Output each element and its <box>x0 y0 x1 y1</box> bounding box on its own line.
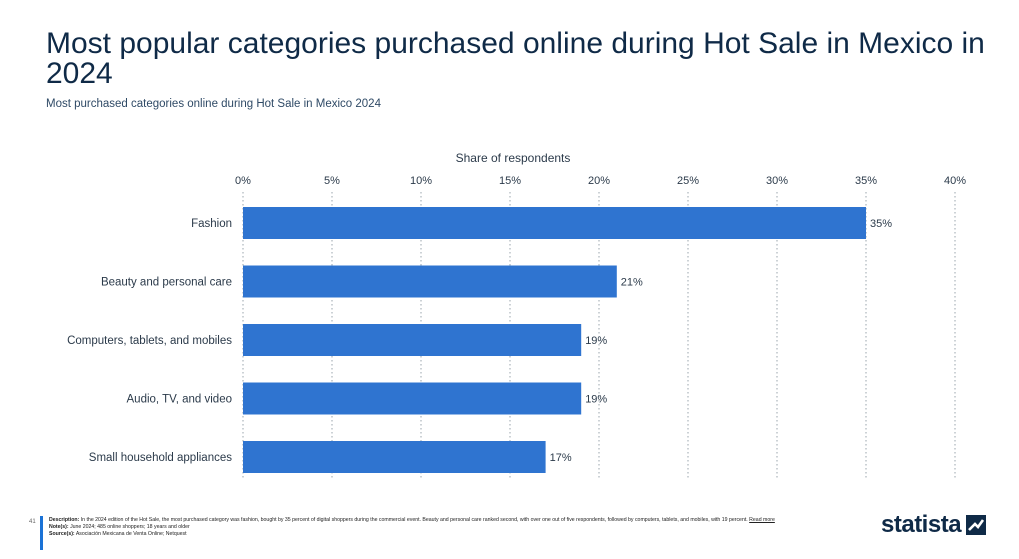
category-label: Computers, tablets, and mobiles <box>67 335 232 347</box>
notes-text: June 2024; 485 online shoppers; 18 years… <box>70 524 190 530</box>
sources-label: Source(s): <box>49 531 75 537</box>
value-labels: 35% 21% 19% 19% 17% <box>550 218 893 464</box>
category-label: Beauty and personal care <box>101 277 232 289</box>
chart-subtitle: Most purchased categories online during … <box>46 98 381 110</box>
x-tick-label: 35% <box>855 175 877 187</box>
description-label: Description: <box>49 517 80 523</box>
chart-title: Most popular categories purchased online… <box>46 27 985 90</box>
value-label: 19% <box>585 335 607 347</box>
x-axis-ticks: 0% 5% 10% 15% 20% 25% 30% 35% 40% <box>235 175 966 187</box>
bar <box>243 382 582 415</box>
x-tick-label: 15% <box>499 175 521 187</box>
bar <box>243 441 546 473</box>
category-label: Audio, TV, and video <box>127 394 233 406</box>
logo-text: statista <box>881 511 962 538</box>
x-tick-label: 30% <box>766 175 788 187</box>
statista-logo-icon <box>966 515 987 535</box>
x-tick-label: 20% <box>588 175 610 187</box>
notes-label: Note(s): <box>49 524 69 530</box>
value-label: 35% <box>870 218 892 230</box>
read-more-link[interactable]: Read more <box>749 517 775 523</box>
x-tick-label: 25% <box>677 175 699 187</box>
bar <box>243 207 866 239</box>
sources-line: Source(s): Asociación Mexicana de Venta … <box>49 531 859 538</box>
footer-accent-bar <box>40 516 43 550</box>
category-labels: Fashion Beauty and personal care Computers… <box>67 218 232 464</box>
description-text: In the 2024 edition of the Hot Sale, the… <box>80 517 748 523</box>
notes-line: Note(s): June 2024; 485 online shoppers;… <box>49 524 859 531</box>
bars <box>243 207 866 473</box>
statista-logo: statista <box>881 511 987 539</box>
x-tick-label: 5% <box>324 175 340 187</box>
description-line: Description: In the 2024 edition of the … <box>49 517 859 524</box>
x-axis-title: Share of respondents <box>456 151 571 165</box>
bar <box>243 265 617 298</box>
value-label: 21% <box>621 277 643 289</box>
page-number: 41 <box>29 519 36 525</box>
bar <box>243 324 582 356</box>
sources-text: Asociación Mexicana de Venta Online; Net… <box>75 531 187 537</box>
bar-chart: Share of respondents 0% 5% 10% 15% 20% 25% 30%… <box>67 151 966 478</box>
category-label: Fashion <box>191 218 232 230</box>
category-label: Small household appliances <box>89 452 232 464</box>
value-label: 17% <box>550 452 572 464</box>
x-tick-label: 40% <box>944 175 966 187</box>
x-tick-label: 0% <box>235 175 251 187</box>
x-tick-label: 10% <box>410 175 432 187</box>
footer-notes: Description: In the 2024 edition of the … <box>49 517 859 538</box>
value-label: 19% <box>585 394 607 406</box>
